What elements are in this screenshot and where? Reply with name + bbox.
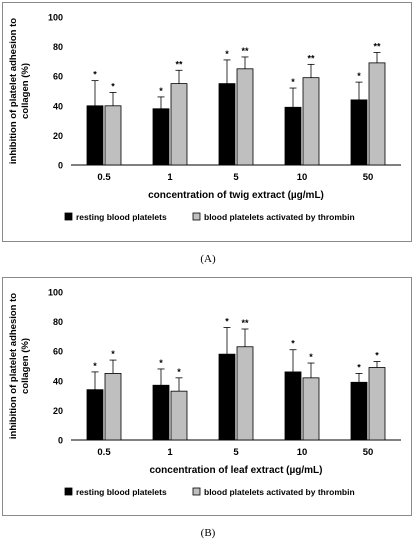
y-tick-label: 100 (48, 288, 63, 298)
legend-label-series-2: blood platelets activated by thrombin (204, 487, 355, 497)
legend-swatch-series-2 (192, 487, 201, 496)
significance-marker: * (291, 77, 295, 87)
bar-series-2-5 (236, 346, 254, 441)
legend-swatch-series-1 (64, 212, 73, 221)
bar-series-2-5 (236, 68, 254, 166)
bar-series-1-10 (284, 371, 302, 441)
legend-label-series-1: resting blood platelets (76, 487, 167, 497)
y-tick-label: 0 (58, 436, 63, 446)
x-tick-label: 1 (167, 172, 173, 183)
y-tick-label: 60 (53, 347, 63, 357)
y-tick-label: 20 (53, 406, 63, 416)
legend-label-series-1: resting blood platelets (76, 212, 167, 222)
bar-series-1-1 (152, 108, 170, 166)
chart-panel-b: 0 20 40 60 80 100 inhibition of platelet adhes… (2, 277, 412, 516)
legend-label-series-2: blood platelets activated by thrombin (204, 212, 355, 222)
x-tick-label: 50 (363, 447, 374, 458)
significance-marker: * (225, 317, 229, 327)
x-axis-title: concentration of twig extract (µg/mL) (148, 190, 324, 201)
bar-series-1-5 (218, 83, 236, 166)
bar-chart-a: 0 20 40 60 80 100 inhibition of platelet adhes… (8, 13, 401, 222)
bar-series-2-50 (368, 62, 386, 166)
x-axis-title: concentration of leaf extract (µg/mL) (149, 465, 322, 476)
y-tick-label: 100 (48, 13, 63, 23)
significance-marker: * (177, 367, 181, 377)
x-tick-label: 5 (233, 172, 239, 183)
y-axis-title-line-2: collagen (%) (20, 63, 31, 119)
chart-panel-a: 0 20 40 60 80 100 inhibition of platelet adhes… (2, 2, 412, 242)
bar-series-1-1 (152, 384, 170, 441)
significance-marker: * (225, 49, 229, 59)
bar-series-1-50 (350, 381, 368, 441)
y-tick-label: 0 (58, 161, 63, 171)
significance-marker: ** (241, 46, 249, 56)
y-axis-title: inhibition of platelet adhesion tocollag… (8, 18, 31, 164)
bar-series-2-50 (368, 367, 386, 441)
bar-series-2-0.5 (104, 373, 122, 441)
y-axis-title-line-2: collagen (%) (20, 338, 31, 394)
significance-marker: * (375, 351, 379, 361)
y-tick-label: 80 (53, 317, 63, 327)
y-tick-label: 40 (53, 101, 63, 111)
significance-marker: * (357, 71, 361, 81)
significance-marker: * (309, 352, 313, 362)
y-tick-label: 60 (53, 72, 63, 82)
bar-series-2-10 (302, 77, 320, 166)
significance-marker: ** (373, 42, 381, 52)
significance-marker: * (357, 362, 361, 372)
significance-marker: * (93, 361, 97, 371)
bar-chart-b: 0 20 40 60 80 100 inhibition of platelet adhes… (8, 288, 401, 497)
y-axis-title: inhibition of platelet adhesion tocollag… (8, 293, 31, 439)
significance-marker: * (111, 349, 115, 359)
x-tick-label: 10 (297, 447, 308, 458)
legend-swatch-series-1 (64, 487, 73, 496)
significance-marker: ** (241, 318, 249, 328)
x-tick-label: 1 (167, 447, 173, 458)
significance-marker: * (291, 339, 295, 349)
significance-marker: ** (175, 59, 183, 69)
x-tick-label: 10 (297, 172, 308, 183)
bar-series-1-10 (284, 106, 302, 166)
significance-marker: * (93, 70, 97, 80)
x-tick-label: 0.5 (97, 447, 111, 458)
significance-marker: * (159, 86, 163, 96)
bar-series-1-50 (350, 99, 368, 166)
bar-series-2-10 (302, 377, 320, 441)
panel-caption-a: (A) (200, 253, 216, 265)
significance-marker: * (159, 358, 163, 368)
bar-series-1-0.5 (86, 105, 104, 166)
legend-swatch-series-2 (192, 212, 201, 221)
x-tick-label: 5 (233, 447, 239, 458)
bar-series-1-0.5 (86, 389, 104, 441)
y-axis-title-line-1: inhibition of platelet adhesion to (8, 293, 19, 439)
y-tick-label: 80 (53, 42, 63, 52)
significance-marker: * (111, 81, 115, 91)
significance-marker: ** (307, 53, 315, 63)
y-tick-label: 20 (53, 131, 63, 141)
y-tick-label: 40 (53, 376, 63, 386)
bar-series-2-1 (170, 390, 188, 441)
bar-series-2-0.5 (104, 105, 122, 166)
x-tick-label: 0.5 (97, 172, 111, 183)
bar-series-2-1 (170, 83, 188, 166)
x-tick-label: 50 (363, 172, 374, 183)
panel-caption-b: (B) (200, 527, 216, 539)
y-axis-title-line-1: inhibition of platelet adhesion to (8, 18, 19, 164)
bar-series-1-5 (218, 353, 236, 441)
